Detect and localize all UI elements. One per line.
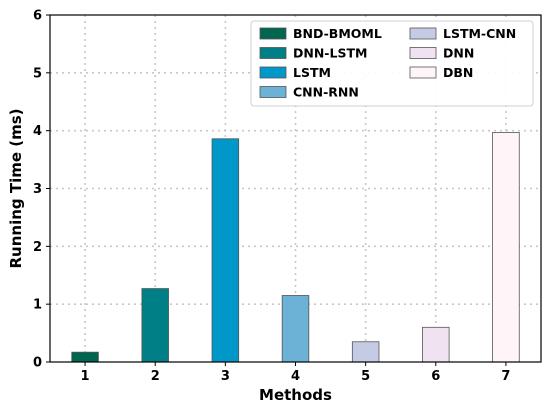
legend-label: DNN-LSTM [293, 46, 367, 61]
legend-swatch [259, 47, 287, 59]
x-tick-label: 1 [81, 369, 90, 384]
y-tick-label: 4 [33, 124, 42, 139]
x-tick-label: 6 [431, 369, 440, 384]
bar-cnn-rnn [281, 295, 310, 363]
bar-bnd-bmoml [71, 351, 99, 363]
legend-label: LSTM-CNN [443, 26, 516, 41]
legend-box [250, 20, 534, 107]
bar-dnn [422, 326, 450, 363]
legend: BND-BMOML DNN-LSTM LSTM CNN-RNN LSTM-CNN DNN D… [250, 20, 534, 107]
x-axis-title: Methods [259, 386, 332, 404]
legend-label: BND-BMOML [293, 26, 382, 41]
legend-label: DBN [443, 65, 473, 80]
y-tick-label: 6 [33, 9, 42, 24]
y-tick-label: 1 [33, 298, 42, 313]
bars [71, 132, 520, 363]
bar-lstm [211, 138, 240, 363]
y-axis-ticks: 0 1 2 3 4 5 6 [33, 9, 50, 371]
legend-label: DNN [443, 46, 474, 61]
y-tick-label: 3 [33, 182, 42, 197]
y-tick-label: 5 [33, 66, 42, 81]
x-tick-label: 2 [151, 369, 160, 384]
x-axis-ticks: 1 2 3 4 5 6 7 [81, 362, 510, 384]
x-tick-label: 3 [221, 369, 230, 384]
x-tick-label: 5 [361, 369, 370, 384]
bar-dbn [492, 132, 520, 363]
y-tick-label: 2 [33, 240, 42, 255]
y-axis-title: Running Time (ms) [7, 108, 25, 268]
bar-lstm-cnn [351, 341, 380, 363]
legend-swatch [409, 27, 437, 40]
x-tick-label: 4 [291, 369, 300, 384]
legend-label: LSTM [293, 65, 331, 80]
bar-dnn-lstm [141, 288, 169, 363]
legend-swatch [259, 66, 287, 79]
legend-swatch [409, 66, 437, 79]
y-tick-label: 0 [33, 356, 42, 371]
legend-swatch [259, 27, 287, 40]
legend-swatch [409, 47, 437, 59]
legend-label: CNN-RNN [293, 85, 359, 100]
x-tick-label: 7 [501, 369, 510, 384]
legend-swatch [259, 86, 287, 98]
